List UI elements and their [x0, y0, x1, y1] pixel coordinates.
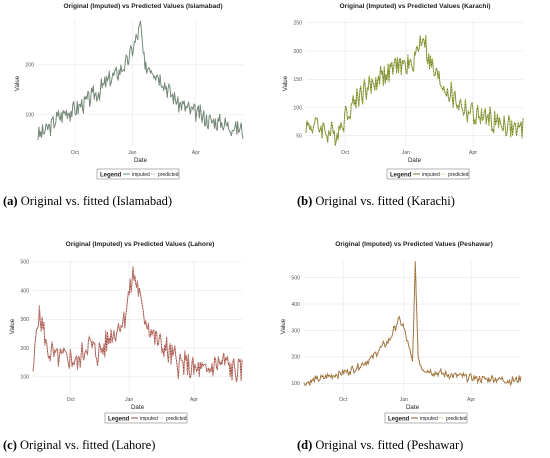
y-tick-label: 100 [291, 381, 300, 387]
y-tick-label: 200 [20, 346, 29, 352]
x-tick-label: Jan [128, 150, 136, 156]
legend-entry-imputed: imputed [422, 172, 440, 178]
legend-entry-predicted: predicted [448, 172, 469, 178]
legend-entry-imputed: imputed [132, 172, 150, 178]
legend-box [96, 168, 180, 180]
y-axis-label: Value [282, 75, 289, 91]
caption-islamabad: (a) Original vs. fitted (Islamabad) [3, 194, 172, 209]
legend: Legend imputed predicted [96, 168, 180, 180]
y-tick-label: 400 [20, 288, 29, 294]
chart-islamabad: Original (Imputed) vs Predicted Values (… [14, 3, 244, 180]
x-tick-label: Oct [341, 150, 350, 156]
legend-box [384, 412, 468, 424]
gridlines [38, 20, 243, 147]
x-tick-label: Apr [190, 397, 198, 403]
legend-entry-imputed: imputed [420, 416, 438, 422]
x-tick-label: Apr [467, 397, 475, 403]
y-tick-label: 250 [293, 21, 302, 27]
x-tick-label: Oct [67, 397, 76, 403]
x-tick-label: Jan [402, 150, 410, 156]
series-line-imputed [303, 261, 522, 387]
chart-panel-lahore: Original (Imputed) vs Predicted Values (… [0, 229, 275, 458]
gridlines [33, 259, 242, 394]
x-axis-label: Date [408, 157, 422, 164]
legend-title: Legend [390, 173, 412, 179]
caption-text: Original vs. fitted (Lahore) [16, 438, 156, 452]
y-tick-label: 200 [293, 49, 302, 55]
legend: Legend imputed predicted [386, 168, 470, 180]
caption-text: Original vs. fitted (Islamabad) [17, 194, 173, 208]
caption-tag: (c) [3, 438, 17, 452]
caption-text: Original vs. fitted (Karachi) [312, 194, 455, 208]
series-line-predicted [37, 20, 244, 141]
x-tick-label: Apr [192, 150, 200, 156]
y-tick-label: 400 [291, 302, 300, 308]
y-tick-label: 100 [25, 112, 34, 118]
legend-title: Legend [100, 173, 122, 179]
legend-title: Legend [108, 417, 130, 423]
x-tick-label: Jan [400, 397, 408, 403]
series-line-predicted [305, 34, 524, 146]
x-axis-label: Date [134, 157, 148, 164]
y-tick-label: 150 [293, 77, 302, 83]
x-axis-label: Date [131, 404, 145, 411]
x-tick-label: Oct [339, 397, 348, 403]
x-tick-label: Oct [71, 150, 80, 156]
chart-title: Original (Imputed) vs Predicted Values (… [335, 241, 493, 248]
y-tick-label: 200 [291, 355, 300, 361]
legend-box [386, 168, 470, 180]
caption-tag: (d) [297, 438, 313, 452]
chart-panel-karachi: Original (Imputed) vs Predicted Values (… [275, 0, 550, 229]
y-axis-label: Value [14, 75, 21, 91]
x-axis-label: Date [406, 404, 420, 411]
chart-lahore: Original (Imputed) vs Predicted Values (… [9, 241, 243, 424]
y-axis-label: Value [9, 318, 16, 334]
caption-tag: (a) [3, 194, 18, 208]
x-tick-label: Apr [469, 150, 477, 156]
series-line-predicted [303, 261, 522, 387]
y-tick-label: 300 [291, 328, 300, 334]
y-tick-label: 100 [20, 375, 29, 381]
series-line-imputed [37, 20, 244, 140]
legend-entry-imputed: imputed [140, 416, 158, 422]
y-tick-label: 100 [293, 105, 302, 111]
legend: Legend imputed predicted [384, 412, 468, 424]
y-tick-label: 300 [20, 317, 29, 323]
y-tick-label: 200 [25, 63, 34, 69]
legend-entry-predicted: predicted [158, 172, 179, 178]
chart-title: Original (Imputed) vs Predicted Values (… [63, 3, 222, 10]
chart-peshawar: Original (Imputed) vs Predicted Values (… [280, 241, 522, 424]
y-tick-label: 500 [291, 275, 300, 281]
legend-entry-predicted: predicted [166, 416, 187, 422]
gridlines [304, 259, 521, 394]
series-line-predicted [32, 265, 243, 382]
gridlines [306, 20, 523, 147]
x-tick-label: Jan [125, 397, 133, 403]
y-axis-label: Value [280, 318, 287, 334]
chart-karachi: Original (Imputed) vs Predicted Values (… [282, 3, 524, 180]
legend: Legend imputed predicted [104, 412, 188, 424]
chart-title: Original (Imputed) vs Predicted Values (… [66, 241, 215, 248]
chart-panel-peshawar: Original (Imputed) vs Predicted Values (… [275, 229, 550, 458]
legend-box [104, 412, 188, 424]
legend-title: Legend [388, 417, 410, 423]
caption-tag: (b) [297, 194, 313, 208]
legend-entry-predicted: predicted [446, 416, 467, 422]
caption-text: Original vs. fitted (Peshawar) [312, 438, 464, 452]
chart-title: Original (Imputed) vs Predicted Values (… [340, 3, 491, 10]
caption-peshawar: (d) Original vs. fitted (Peshawar) [297, 438, 463, 453]
chart-panel-islamabad: Original (Imputed) vs Predicted Values (… [0, 0, 275, 229]
caption-karachi: (b) Original vs. fitted (Karachi) [297, 194, 455, 209]
y-tick-label: 50 [296, 134, 302, 140]
y-tick-label: 500 [20, 260, 29, 266]
caption-lahore: (c) Original vs. fitted (Lahore) [3, 438, 155, 453]
